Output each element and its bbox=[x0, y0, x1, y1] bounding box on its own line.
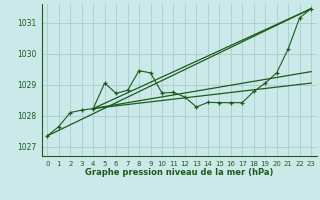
X-axis label: Graphe pression niveau de la mer (hPa): Graphe pression niveau de la mer (hPa) bbox=[85, 168, 273, 177]
